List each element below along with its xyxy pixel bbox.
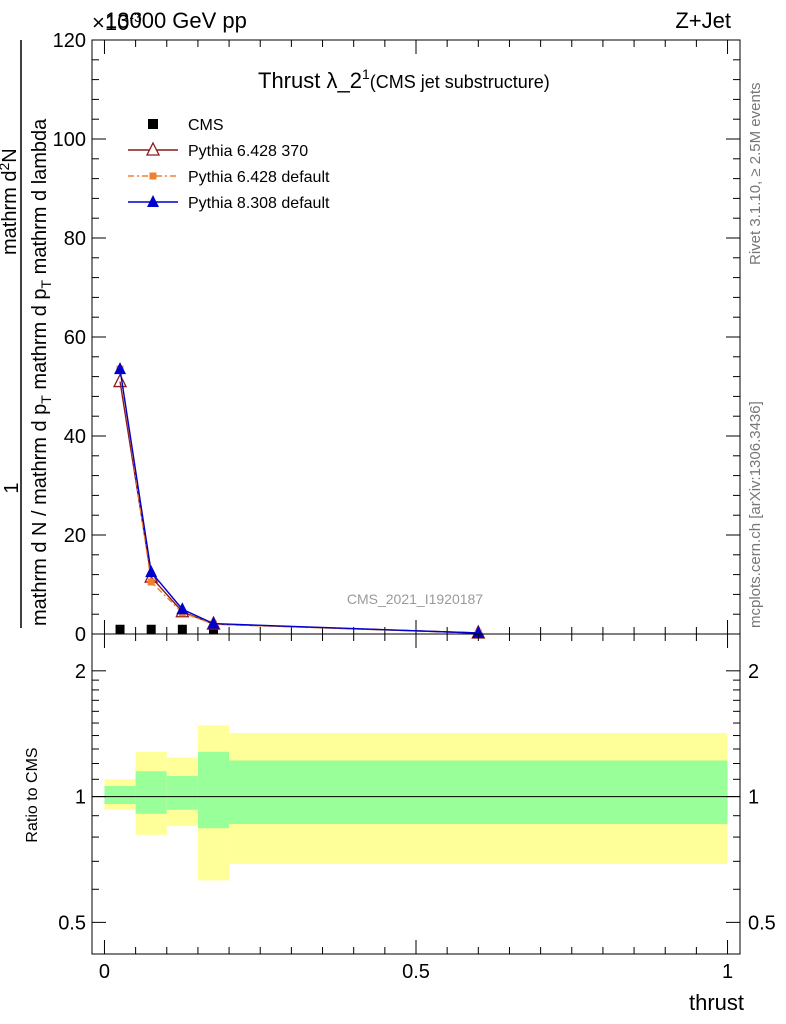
x-tick-label: 0.5 <box>402 961 430 983</box>
ratio-band-inner <box>135 771 167 814</box>
y-tick-label: 80 <box>64 228 86 250</box>
ratio-y-tick-label: 2 <box>75 661 86 683</box>
process-label: Z+Jet <box>675 8 731 33</box>
legend-label: Pythia 8.308 default <box>188 195 330 212</box>
beam-label: 13000 GeV pp <box>105 8 247 33</box>
legend-marker-triangle <box>147 195 159 207</box>
legend: CMS Pythia 6.428 370 Pythia 6.428 default P… <box>128 117 330 212</box>
exponent-label: ×10-3 <box>92 9 142 35</box>
main-axis-ticks: 0 20 40 60 80 100 120 <box>53 30 740 646</box>
legend-label: CMS <box>188 117 224 134</box>
ratio-axis-ticks: 0.5 0.5 1 1 2 2 0 0.5 1 <box>58 634 776 983</box>
y-label-prefix: 1 <box>1 482 23 493</box>
legend-marker-cms <box>148 119 158 129</box>
main-series-layer <box>112 362 486 639</box>
ratio-y-tick-label: 1 <box>75 787 86 809</box>
ratio-y-tick-label-right: 1 <box>748 787 759 809</box>
cms-data-point <box>146 624 156 634</box>
y-tick-label: 40 <box>64 426 86 448</box>
y-label-denominator: mathrm d N / mathrm d pT mathrm d pT mat… <box>29 118 54 626</box>
y-tick-label: 100 <box>53 129 86 151</box>
mcplots-label: mcplots.cern.ch [arXiv:1306.3436] <box>747 401 764 628</box>
legend-marker-square <box>149 172 157 180</box>
pythia6-default-point <box>147 578 155 586</box>
ratio-y-tick-label: 0.5 <box>58 912 86 934</box>
x-tick-label: 1 <box>722 961 733 983</box>
pythia8-point <box>145 565 158 578</box>
legend-label: Pythia 6.428 370 <box>188 143 308 160</box>
ratio-y-tick-label-right: 0.5 <box>748 912 776 934</box>
analysis-watermark: CMS_2021_I1920187 <box>347 591 483 607</box>
cms-data-point <box>115 624 125 634</box>
ratio-bands-layer <box>92 725 740 881</box>
ratio-band-inner <box>197 751 230 829</box>
pythia8-point <box>114 362 127 375</box>
y-tick-label: 20 <box>64 525 86 547</box>
pythia8-point <box>207 616 220 629</box>
pythia8-point <box>472 626 485 639</box>
legend-marker-triangle-open <box>145 141 161 156</box>
pythia8-point <box>176 602 189 615</box>
ratio-y-axis-title: Ratio to CMS <box>24 747 41 842</box>
rivet-label: Rivet 3.1.10, ≥ 2.5M events <box>747 83 764 266</box>
ratio-band-inner <box>229 760 728 824</box>
y-axis-title: 1 mathrm d N / mathrm d pT mathrm d pT m… <box>0 40 54 628</box>
ratio-band-inner <box>166 776 198 810</box>
y-tick-label: 60 <box>64 327 86 349</box>
y-label-numerator: mathrm d2N <box>0 148 21 255</box>
y-tick-label: 120 <box>53 30 86 52</box>
pythia6-370-point <box>112 373 128 388</box>
x-axis-title: thrust <box>689 990 744 1015</box>
cms-data-point <box>177 624 187 634</box>
ratio-y-tick-label-right: 2 <box>748 661 759 683</box>
plot-title: Thrust λ_21(CMS jet substructure) <box>258 66 550 93</box>
y-tick-label: 0 <box>75 624 86 646</box>
legend-label: Pythia 6.428 default <box>188 169 330 186</box>
ratio-band-inner <box>104 786 136 805</box>
x-tick-label: 0 <box>99 961 110 983</box>
